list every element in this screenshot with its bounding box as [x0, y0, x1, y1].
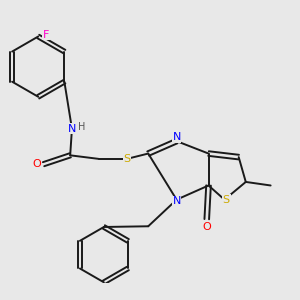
Text: S: S [223, 195, 230, 205]
Text: N: N [172, 196, 181, 206]
Text: S: S [123, 154, 130, 164]
Text: O: O [33, 159, 42, 169]
Text: F: F [43, 30, 49, 40]
Text: H: H [78, 122, 85, 132]
Text: O: O [202, 222, 211, 232]
Text: N: N [68, 124, 76, 134]
Text: N: N [172, 132, 181, 142]
